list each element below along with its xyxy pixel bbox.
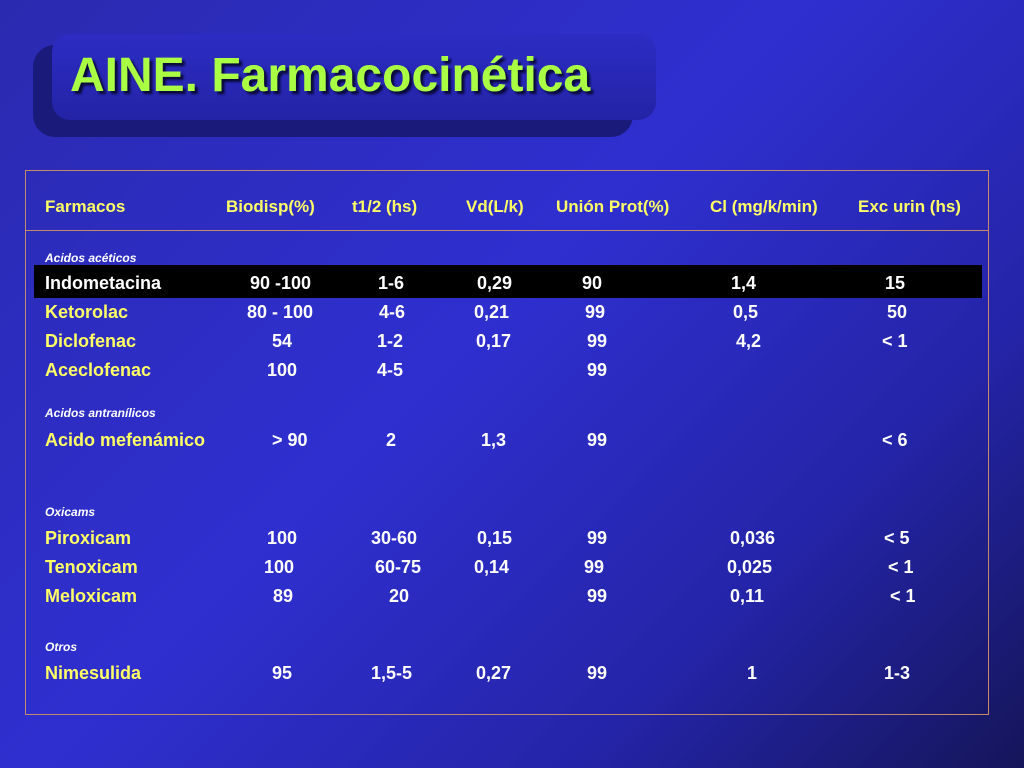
cell-union: 99 [587, 528, 608, 548]
header-vd: Vd(L/k) [466, 197, 524, 216]
cell-union: 99 [587, 360, 608, 380]
title-box [52, 34, 656, 120]
cell-cl: 1,4 [731, 273, 757, 293]
cell-vd: 0,15 [477, 528, 513, 548]
cell-t12: 30-60 [371, 528, 418, 548]
cell-biodisp: 54 [272, 331, 293, 351]
section-label: Acidos acéticos [45, 251, 137, 265]
cell-vd: 0,21 [474, 302, 510, 322]
header-exc: Exc urin (hs) [858, 197, 961, 216]
drug-name: Nimesulida [45, 663, 142, 683]
cell-biodisp: 100 [264, 557, 295, 577]
section-label: Acidos antranílicos [45, 406, 156, 420]
cell-biodisp: > 90 [272, 430, 308, 450]
cell-vd: 0,17 [476, 331, 512, 351]
section-label: Otros [45, 640, 78, 654]
highlight-bar [34, 265, 982, 298]
cell-union: 99 [587, 430, 608, 450]
cell-exc: 15 [885, 273, 906, 293]
cell-cl: 0,11 [730, 586, 765, 606]
header-cl: Cl (mg/k/min) [710, 197, 818, 216]
cell-vd: 0,27 [476, 663, 512, 683]
cell-exc: 50 [887, 302, 908, 322]
cell-biodisp: 100 [267, 360, 298, 380]
cell-union: 99 [584, 557, 605, 577]
slide-title: AINE. Farmacocinética [70, 49, 591, 102]
cell-cl: 0,025 [727, 557, 773, 577]
header-farmacos: Farmacos [45, 197, 126, 216]
cell-t12: 60-75 [375, 557, 422, 577]
table-frame [25, 170, 989, 715]
drug-name: Meloxicam [45, 586, 138, 606]
cell-vd: 0,29 [477, 273, 513, 293]
cell-t12: 1-2 [377, 331, 404, 351]
cell-exc: < 1 [888, 557, 914, 577]
cell-biodisp: 90 -100 [250, 273, 312, 293]
cell-cl: 0,5 [733, 302, 759, 322]
cell-cl: 1 [747, 663, 758, 683]
cell-t12: 20 [389, 586, 410, 606]
drug-name: Indometacina [45, 273, 162, 293]
drug-name: Acido mefenámico [45, 430, 206, 450]
header-t12: t1/2 (hs) [352, 197, 418, 216]
cell-vd: 0,14 [474, 557, 510, 577]
cell-union: 99 [585, 302, 606, 322]
cell-exc: < 5 [884, 528, 910, 548]
cell-t12: 1,5-5 [371, 663, 413, 683]
cell-union: 99 [587, 331, 608, 351]
cell-exc: < 1 [882, 331, 908, 351]
drug-name: Tenoxicam [45, 557, 138, 577]
header-biodisp: Biodisp(%) [226, 197, 315, 216]
cell-t12: 4-6 [379, 302, 406, 322]
cell-biodisp: 100 [267, 528, 298, 548]
cell-cl: 0,036 [730, 528, 776, 548]
cell-union: 99 [587, 586, 608, 606]
drug-name: Ketorolac [45, 302, 129, 322]
cell-union: 99 [587, 663, 608, 683]
cell-t12: 1-6 [378, 273, 405, 293]
cell-t12: 4-5 [377, 360, 404, 380]
cell-union: 90 [582, 273, 603, 293]
drug-name: Diclofenac [45, 331, 137, 351]
cell-exc: < 6 [882, 430, 908, 450]
drug-name: Piroxicam [45, 528, 132, 548]
cell-exc: < 1 [890, 586, 916, 606]
cell-t12: 2 [386, 430, 397, 450]
header-divider [25, 230, 989, 231]
cell-biodisp: 89 [273, 586, 294, 606]
cell-exc: 1-3 [884, 663, 911, 683]
cell-biodisp: 80 - 100 [247, 302, 314, 322]
drug-name: Aceclofenac [45, 360, 152, 380]
cell-vd: 1,3 [481, 430, 507, 450]
cell-biodisp: 95 [272, 663, 293, 683]
cell-cl: 4,2 [736, 331, 762, 351]
header-union: Unión Prot(%) [556, 197, 670, 216]
section-label: Oxicams [45, 505, 96, 519]
